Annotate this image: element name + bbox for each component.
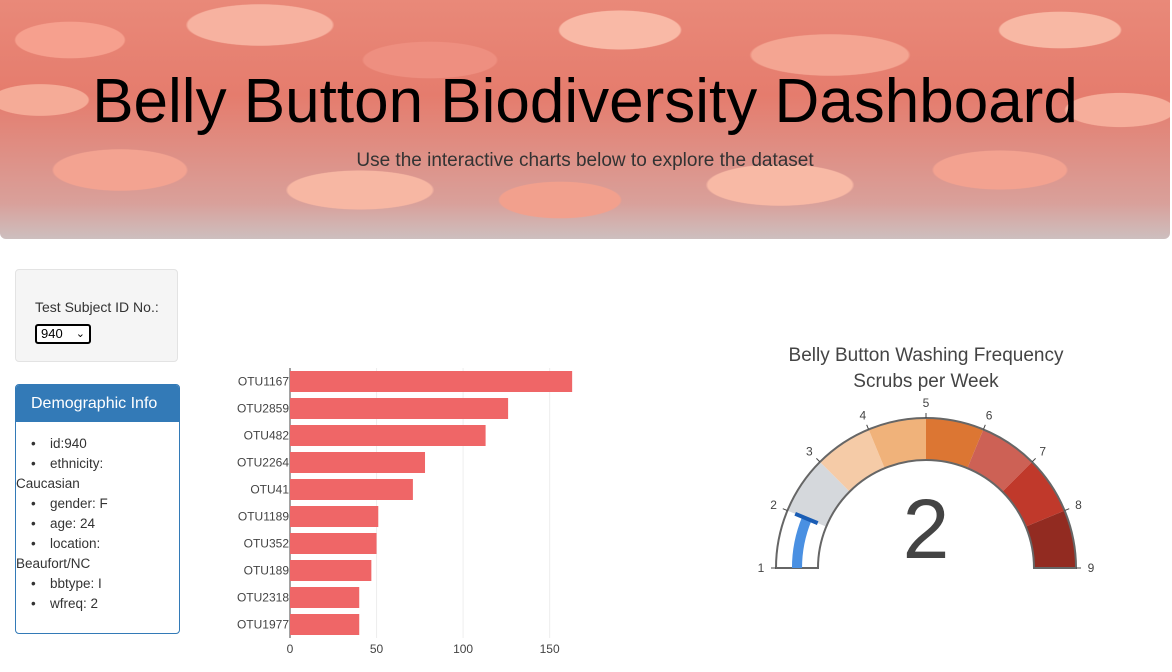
demographic-info-panel: Demographic Info • id:940 • ethnicity: Cauca… xyxy=(15,384,180,634)
bar xyxy=(290,425,486,446)
bullet-icon: • xyxy=(31,496,36,511)
gauge-tick-label: 9 xyxy=(1088,561,1095,575)
bar xyxy=(290,533,377,554)
top-otu-bar-chart: 0 50 100 150 OTU1167 OTU2859 OTU482 OTU2264 OTU4… xyxy=(237,368,573,656)
gauge-tick xyxy=(866,424,870,430)
gauge-tick xyxy=(816,458,821,463)
y-tick-label: OTU2318 xyxy=(237,591,289,605)
demographic-item-location-value: Beaufort/NC xyxy=(16,556,91,571)
demographic-item-ethnicity: • ethnicity: xyxy=(31,454,179,474)
demographic-item-gender: • gender: F xyxy=(31,494,179,514)
gauge-tick-label: 3 xyxy=(806,444,813,458)
bar xyxy=(290,560,372,581)
gauge-value-label: 2 xyxy=(903,482,950,576)
demographic-text: gender: F xyxy=(50,496,108,511)
gauge-tick xyxy=(1064,508,1070,512)
bar xyxy=(290,398,509,419)
x-tick-label: 150 xyxy=(540,642,560,656)
demographic-item-age: • age: 24 xyxy=(31,514,179,534)
y-tick-label: OTU1167 xyxy=(238,375,289,389)
gauge-tick-label: 6 xyxy=(986,409,993,423)
bar xyxy=(290,479,413,500)
gauge-threshold xyxy=(794,511,819,525)
bullet-icon: • xyxy=(31,516,36,531)
demographic-text: age: 24 xyxy=(50,516,96,531)
gauge-tick xyxy=(782,508,788,512)
bar xyxy=(290,614,360,635)
gauge-step xyxy=(1025,510,1076,568)
demographic-text: ethnicity: xyxy=(50,456,104,471)
bar xyxy=(290,371,573,392)
gauge-tick xyxy=(982,424,986,430)
gauge-tick-label: 2 xyxy=(770,498,777,512)
gauge-tick-label: 5 xyxy=(923,396,930,410)
demographic-item-location: • location: xyxy=(31,534,179,554)
subject-select-label: Test Subject ID No.: xyxy=(35,299,159,315)
y-tick-label: OTU1189 xyxy=(238,510,289,524)
gauge-subtitle: Scrubs per Week xyxy=(853,371,999,392)
demographic-list: • id:940 • ethnicity: Caucasian • gender: F • ag… xyxy=(16,434,179,614)
y-tick-label: OTU1977 xyxy=(237,618,289,632)
washing-frequency-gauge: Belly Button Washing Frequency Scrubs per… xyxy=(758,345,1095,576)
bar xyxy=(290,506,379,527)
y-tick-label: OTU352 xyxy=(244,537,290,551)
x-tick-label: 50 xyxy=(370,642,384,656)
gauge-tick xyxy=(1031,458,1036,463)
y-tick-label: OTU2859 xyxy=(237,402,289,416)
demographic-item-ethnicity-value: Caucasian xyxy=(16,476,80,491)
demographic-text: id:940 xyxy=(50,436,87,451)
y-tick-label: OTU189 xyxy=(244,564,290,578)
x-tick-label: 100 xyxy=(453,642,473,656)
bullet-icon: • xyxy=(31,436,36,451)
gauge-tick-label: 7 xyxy=(1039,444,1046,458)
demographic-item-bbtype: • bbtype: I xyxy=(31,574,179,594)
gauge-outline xyxy=(774,417,1078,569)
chevron-down-icon: ⌄ xyxy=(75,328,85,340)
page-title: Belly Button Biodiversity Dashboard xyxy=(92,67,1078,136)
y-tick-label: OTU2264 xyxy=(237,456,289,470)
demographic-info-body: • id:940 • ethnicity: Caucasian • gender: F • ag… xyxy=(16,422,179,614)
demographic-text: bbtype: I xyxy=(50,576,102,591)
bullet-icon: • xyxy=(31,576,36,591)
gauge-tick-label: 8 xyxy=(1075,498,1082,512)
subject-select-panel: Test Subject ID No.: 940 ⌄ xyxy=(15,269,178,362)
y-tick-label: OTU41 xyxy=(250,483,289,497)
x-tick-label: 0 xyxy=(287,642,294,656)
header-banner: Belly Button Biodiversity Dashboard Use … xyxy=(0,0,1170,239)
gauge-tick-label: 4 xyxy=(860,409,867,423)
gauge-step xyxy=(868,418,926,469)
demographic-item-id: • id:940 xyxy=(31,434,179,454)
bullet-icon: • xyxy=(31,596,36,611)
subject-id-dropdown[interactable]: 940 ⌄ xyxy=(35,324,91,344)
demographic-item-wfreq: • wfreq: 2 xyxy=(31,594,179,614)
gauge-tick-label: 1 xyxy=(758,561,765,575)
bar xyxy=(290,587,360,608)
gauge-title: Belly Button Washing Frequency xyxy=(789,345,1064,366)
page-subtitle: Use the interactive charts below to expl… xyxy=(356,150,814,171)
subject-id-selected: 940 xyxy=(41,326,63,341)
y-tick-label: OTU482 xyxy=(244,429,290,443)
bullet-icon: • xyxy=(31,456,36,471)
demographic-text: location: xyxy=(50,536,101,551)
gauge-step xyxy=(926,418,984,469)
gauge-value-bar xyxy=(791,516,812,568)
bar xyxy=(290,452,426,473)
demographic-text: wfreq: 2 xyxy=(50,596,99,611)
bullet-icon: • xyxy=(31,536,36,551)
demographic-info-title: Demographic Info xyxy=(16,385,179,422)
